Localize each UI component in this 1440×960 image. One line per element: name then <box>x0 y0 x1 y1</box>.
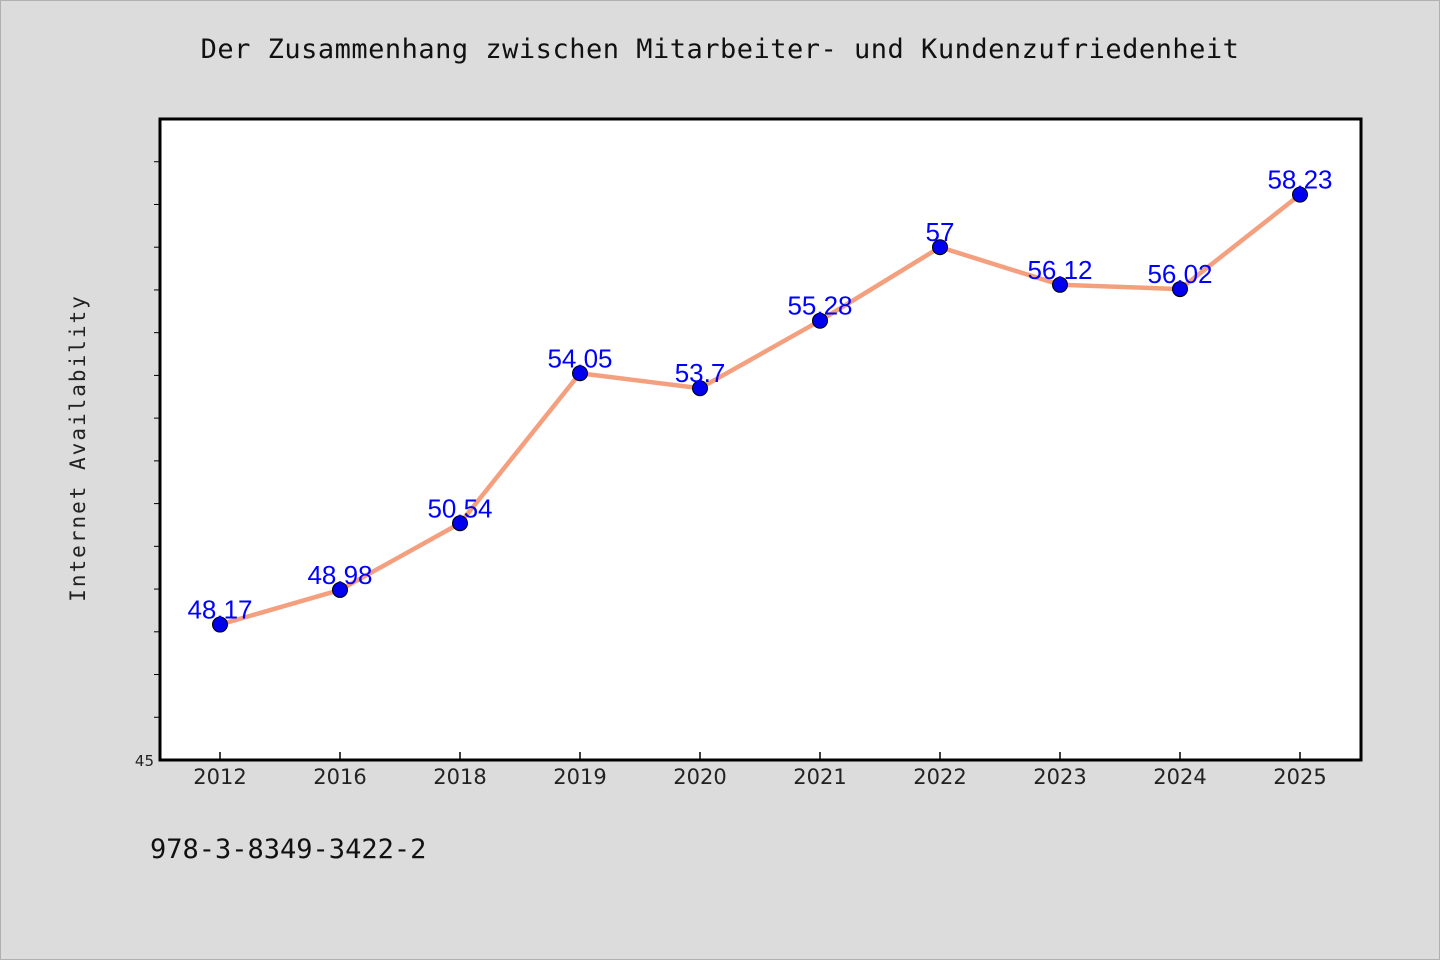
data-label: 56.02 <box>1147 259 1212 289</box>
x-tick-label: 2012 <box>193 765 246 789</box>
x-tick-label: 2021 <box>793 765 846 789</box>
x-tick-label: 2019 <box>553 765 606 789</box>
data-point <box>692 380 708 397</box>
data-label: 54.05 <box>547 343 612 373</box>
data-point <box>332 581 348 598</box>
data-point <box>572 365 588 382</box>
data-point <box>812 312 828 329</box>
data-point <box>932 239 948 256</box>
data-point <box>452 515 468 532</box>
data-point <box>212 616 228 633</box>
chart-title: Der Zusammenhang zwischen Mitarbeiter- u… <box>200 34 1240 65</box>
data-label: 56.12 <box>1027 255 1092 285</box>
x-axis-ticks: 2012 2016 2018 2019 2020 2021 2022 2023 2024 2025 <box>193 752 1327 789</box>
x-tick-label: 2016 <box>313 765 366 789</box>
x-tick-label: 2020 <box>673 765 726 789</box>
footer-code: 978-3-8349-3422-2 <box>150 834 427 865</box>
data-label: 58.23 <box>1267 165 1332 195</box>
data-label: 53.7 <box>675 358 726 388</box>
data-point <box>1172 281 1188 298</box>
data-points <box>212 186 1308 633</box>
plot-area <box>158 117 1363 762</box>
data-label: 48.17 <box>187 595 252 625</box>
data-label: 48.98 <box>307 560 372 590</box>
y-axis-ticks: 45 <box>135 161 160 770</box>
x-tick-label: 2018 <box>433 765 486 789</box>
data-point <box>1052 276 1068 293</box>
data-label: 57 <box>926 217 955 247</box>
data-point <box>1292 186 1308 203</box>
x-tick-label: 2024 <box>1153 765 1206 789</box>
data-label: 55.28 <box>787 291 852 321</box>
x-tick-label: 2022 <box>913 765 966 789</box>
y-tick-label: 45 <box>135 752 154 770</box>
x-tick-label: 2025 <box>1273 765 1326 789</box>
series-line <box>217 192 1303 627</box>
data-label: 50.54 <box>427 493 492 523</box>
data-labels: 48.17 48.98 50.54 54.05 53.7 55.28 57 56.12 56.0… <box>187 165 1332 625</box>
x-tick-label: 2023 <box>1033 765 1086 789</box>
